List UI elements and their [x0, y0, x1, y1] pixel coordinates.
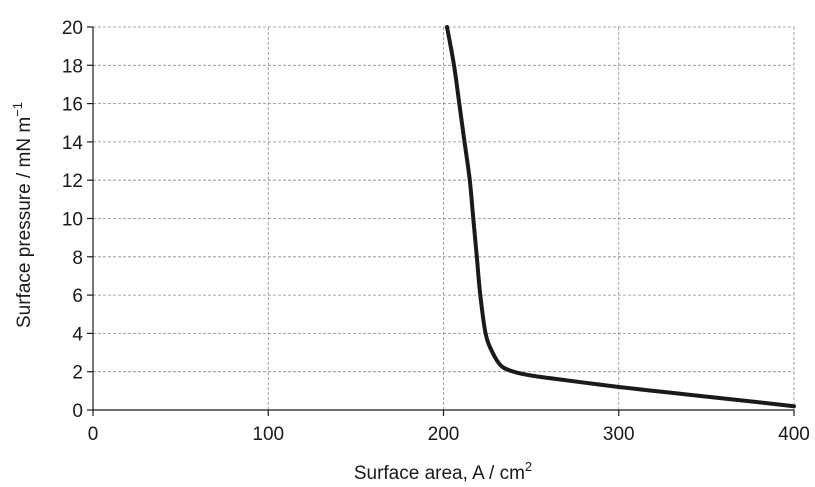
y-tick-label: 6: [72, 286, 83, 307]
y-tick-label: 0: [72, 401, 83, 422]
y-tick-label: 12: [62, 171, 83, 192]
series-layer: [445, 25, 796, 409]
x-axis-title: Surface area, A / cm2: [354, 459, 532, 484]
grid: [93, 26, 795, 410]
y-tick-label: 18: [62, 56, 83, 77]
x-tick-label: 400: [778, 424, 810, 445]
y-tick-label: 20: [62, 18, 83, 39]
y-tick-label: 10: [62, 210, 83, 231]
x-tick-label: 300: [603, 424, 635, 445]
y-tick-label: 4: [72, 324, 83, 345]
axes: [87, 26, 795, 416]
x-tick-label: 200: [428, 424, 460, 445]
x-tick-label: 0: [88, 424, 99, 445]
x-tick-label: 100: [252, 424, 284, 445]
y-tick-label: 2: [72, 363, 83, 384]
y-tick-label: 8: [72, 248, 83, 269]
y-axis-title: Surface pressure / mN m−1: [10, 102, 35, 328]
isotherm-series-line: [445, 25, 796, 409]
y-tick-label: 16: [62, 95, 83, 116]
y-tick-label: 14: [62, 133, 84, 154]
